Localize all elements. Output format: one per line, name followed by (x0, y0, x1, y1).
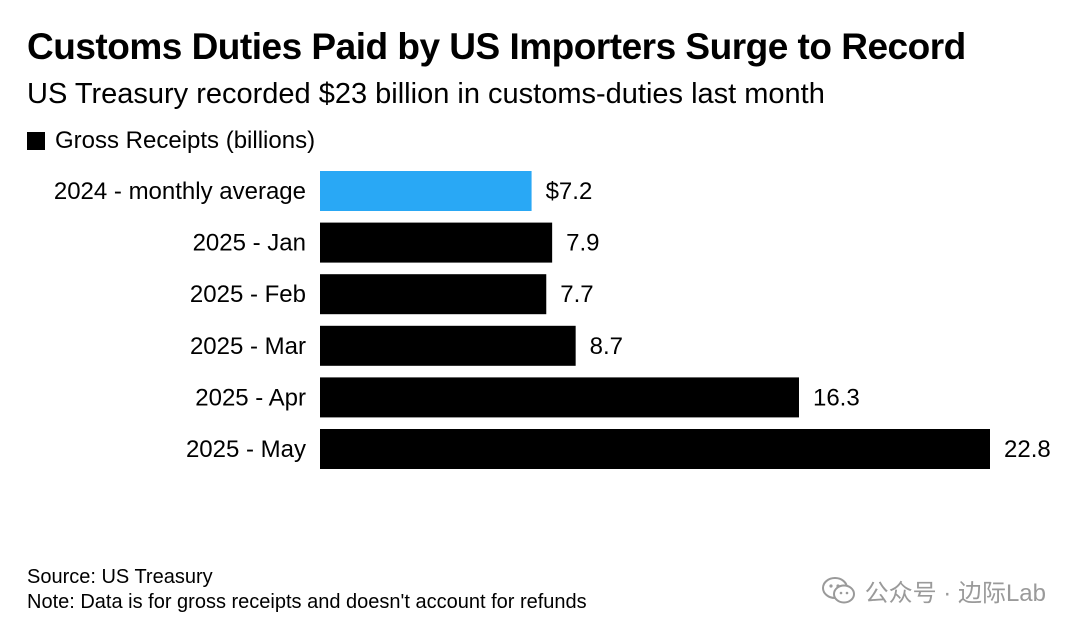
category-label: 2025 - Jan (193, 230, 306, 257)
chart-subtitle: US Treasury recorded $23 billion in cust… (27, 78, 825, 110)
watermark: 公众号 · 边际Lab (821, 573, 1046, 608)
footer: Source: US Treasury Note: Data is for gr… (27, 565, 587, 615)
bar (320, 429, 990, 469)
legend: Gross Receipts (billions) (27, 127, 315, 155)
data-note: Note: Data is for gross receipts and doe… (27, 591, 587, 613)
category-label: 2024 - monthly average (54, 178, 306, 205)
bar-chart: 2024 - monthly average $7.2 2025 - Jan 7.9 2… (54, 171, 1051, 469)
source-note: Source: US Treasury (27, 566, 213, 588)
value-label: 16.3 (813, 384, 860, 411)
category-label: 2025 - Apr (195, 384, 306, 411)
category-label: 2025 - Feb (190, 281, 306, 308)
value-label: 22.8 (1004, 436, 1051, 463)
legend-swatch (27, 132, 45, 150)
legend-label: Gross Receipts (billions) (55, 127, 316, 154)
value-label: 8.7 (590, 333, 623, 360)
bar (320, 222, 553, 263)
bar (320, 274, 547, 315)
category-label: 2025 - Mar (190, 333, 306, 360)
bar (320, 377, 799, 418)
value-label: 7.7 (560, 281, 593, 308)
wechat-icon (821, 576, 855, 603)
value-label: $7.2 (546, 178, 593, 205)
value-label: 7.9 (566, 230, 599, 257)
category-label: 2025 - May (186, 436, 306, 463)
chart-title: Customs Duties Paid by US Importers Surg… (27, 26, 966, 67)
watermark-text: 公众号 · 边际Lab (864, 580, 1046, 607)
bar (320, 325, 576, 366)
bar (320, 171, 532, 211)
